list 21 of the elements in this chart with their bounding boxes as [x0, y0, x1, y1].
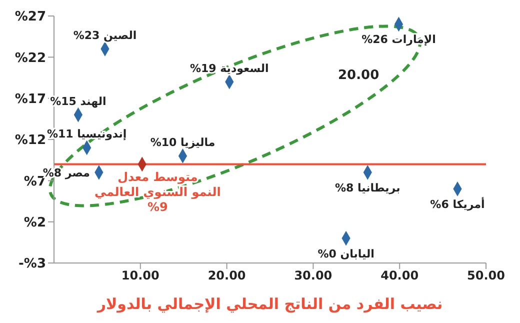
data-label: %6 أمريكا — [430, 196, 485, 211]
annotation: 20.00 — [338, 68, 380, 83]
y-tick-label: %2 — [24, 215, 46, 230]
y-tick-label: %17 — [14, 92, 46, 107]
y-tick-label: %7 — [24, 174, 46, 190]
data-label: %11 إندونيسيا — [46, 128, 127, 141]
x-tick-label: 40.00 — [380, 268, 419, 283]
x-tick-label: 20.00 — [208, 268, 246, 283]
data-label: %10 ماليزيا — [150, 136, 216, 149]
x-tick-label: 10.00 — [121, 268, 160, 283]
y-tick-label: %27 — [14, 10, 46, 25]
x-tick-label: 50.00 — [467, 268, 505, 283]
x-axis-title: نصيب الفرد من الناتج المحلي الإجمالي بالدولار — [96, 295, 443, 313]
y-tick-label: -%3 — [18, 256, 46, 272]
x-tick-label: 30.00 — [294, 268, 332, 283]
data-label: %15 الهند — [50, 94, 106, 108]
data-label: %23 الصين — [73, 28, 137, 42]
data-label: %8 بريطانيا — [335, 181, 400, 194]
data-label: %0 اليابان — [318, 247, 374, 260]
y-tick-label: %12 — [14, 133, 46, 148]
y-tick-label: %22 — [14, 50, 46, 66]
